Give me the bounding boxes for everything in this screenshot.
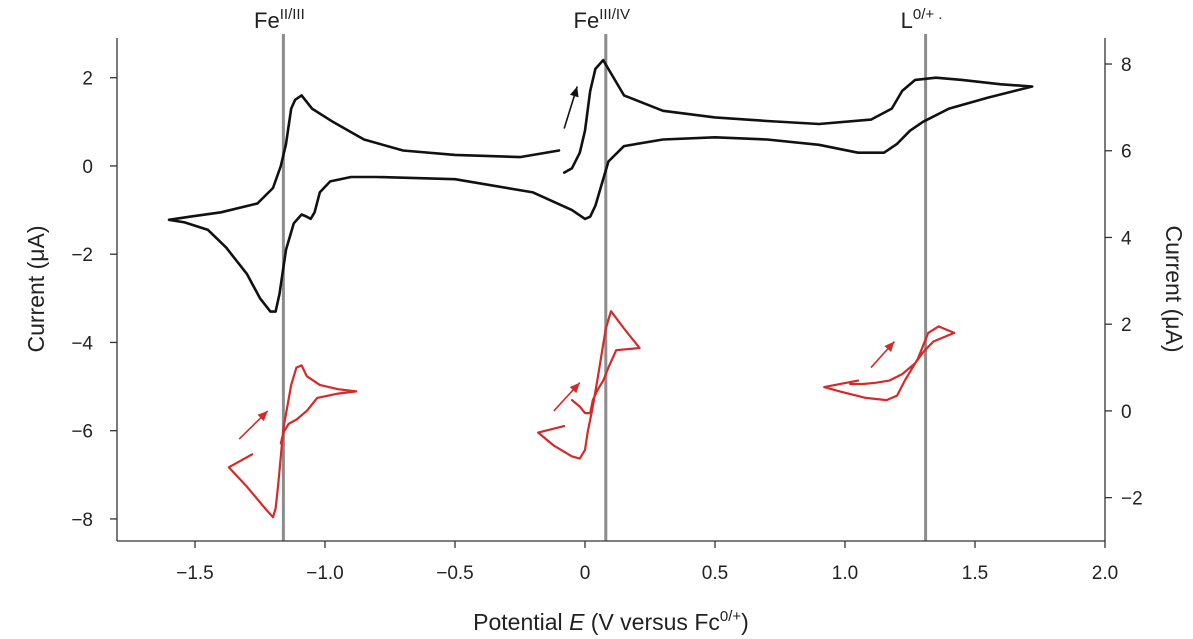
x-tick-label: 2.0 (1092, 563, 1118, 584)
right-y-tick-label: 4 (1121, 228, 1132, 249)
red-scan-arrow-head (257, 410, 268, 422)
red-scan-arrow-head (884, 341, 895, 352)
red-cv-trace (227, 364, 358, 519)
x-axis-title: Potential E (V versus Fc0/+) (473, 608, 749, 635)
x-tick-label: −0.5 (436, 563, 474, 584)
x-tick-label: 0.5 (702, 563, 728, 584)
right-y-tick-label: 2 (1121, 315, 1132, 336)
right-y-tick-label: 8 (1121, 55, 1132, 76)
left-y-tick-label: −4 (71, 333, 93, 354)
red-cv-trace (537, 310, 641, 460)
labels-layer: Potential E (V versus Fc0/+) Current (μA… (23, 6, 1187, 635)
left-y-tick-label: −8 (71, 510, 93, 531)
right-y-axis-title: Current (μA) (1161, 226, 1187, 353)
x-tick-label: −1.5 (176, 563, 214, 584)
reference-line-label: FeII/III (254, 6, 305, 33)
left-y-tick-label: 0 (82, 157, 93, 178)
axes-layer (110, 38, 1112, 548)
red-cv-trace (823, 325, 956, 402)
arrows-layer (238, 86, 895, 440)
black-scan-arrow-head (569, 86, 579, 98)
left-y-axis-title: Current (μA) (23, 226, 49, 353)
reference-line-label: L0/+ . (901, 6, 943, 33)
right-y-tick-label: −2 (1121, 489, 1143, 510)
x-tick-label: 1.0 (832, 563, 858, 584)
left-y-tick-label: 2 (82, 69, 93, 90)
x-tick-label: 0 (580, 563, 591, 584)
x-tick-label: 1.5 (962, 563, 988, 584)
red-scan-arrow-head (569, 382, 580, 394)
black-cv-trace (167, 58, 1034, 313)
left-y-tick-label: −6 (71, 422, 93, 443)
reference-line-label: FeIII/IV (574, 6, 631, 33)
x-tick-label: −1.0 (306, 563, 344, 584)
red-series-layer (227, 310, 956, 519)
left-y-tick-label: −2 (71, 245, 93, 266)
right-y-tick-label: 0 (1121, 402, 1132, 423)
reference-lines (281, 34, 928, 541)
right-y-tick-label: 6 (1121, 142, 1132, 163)
black-series-layer (167, 58, 1034, 313)
